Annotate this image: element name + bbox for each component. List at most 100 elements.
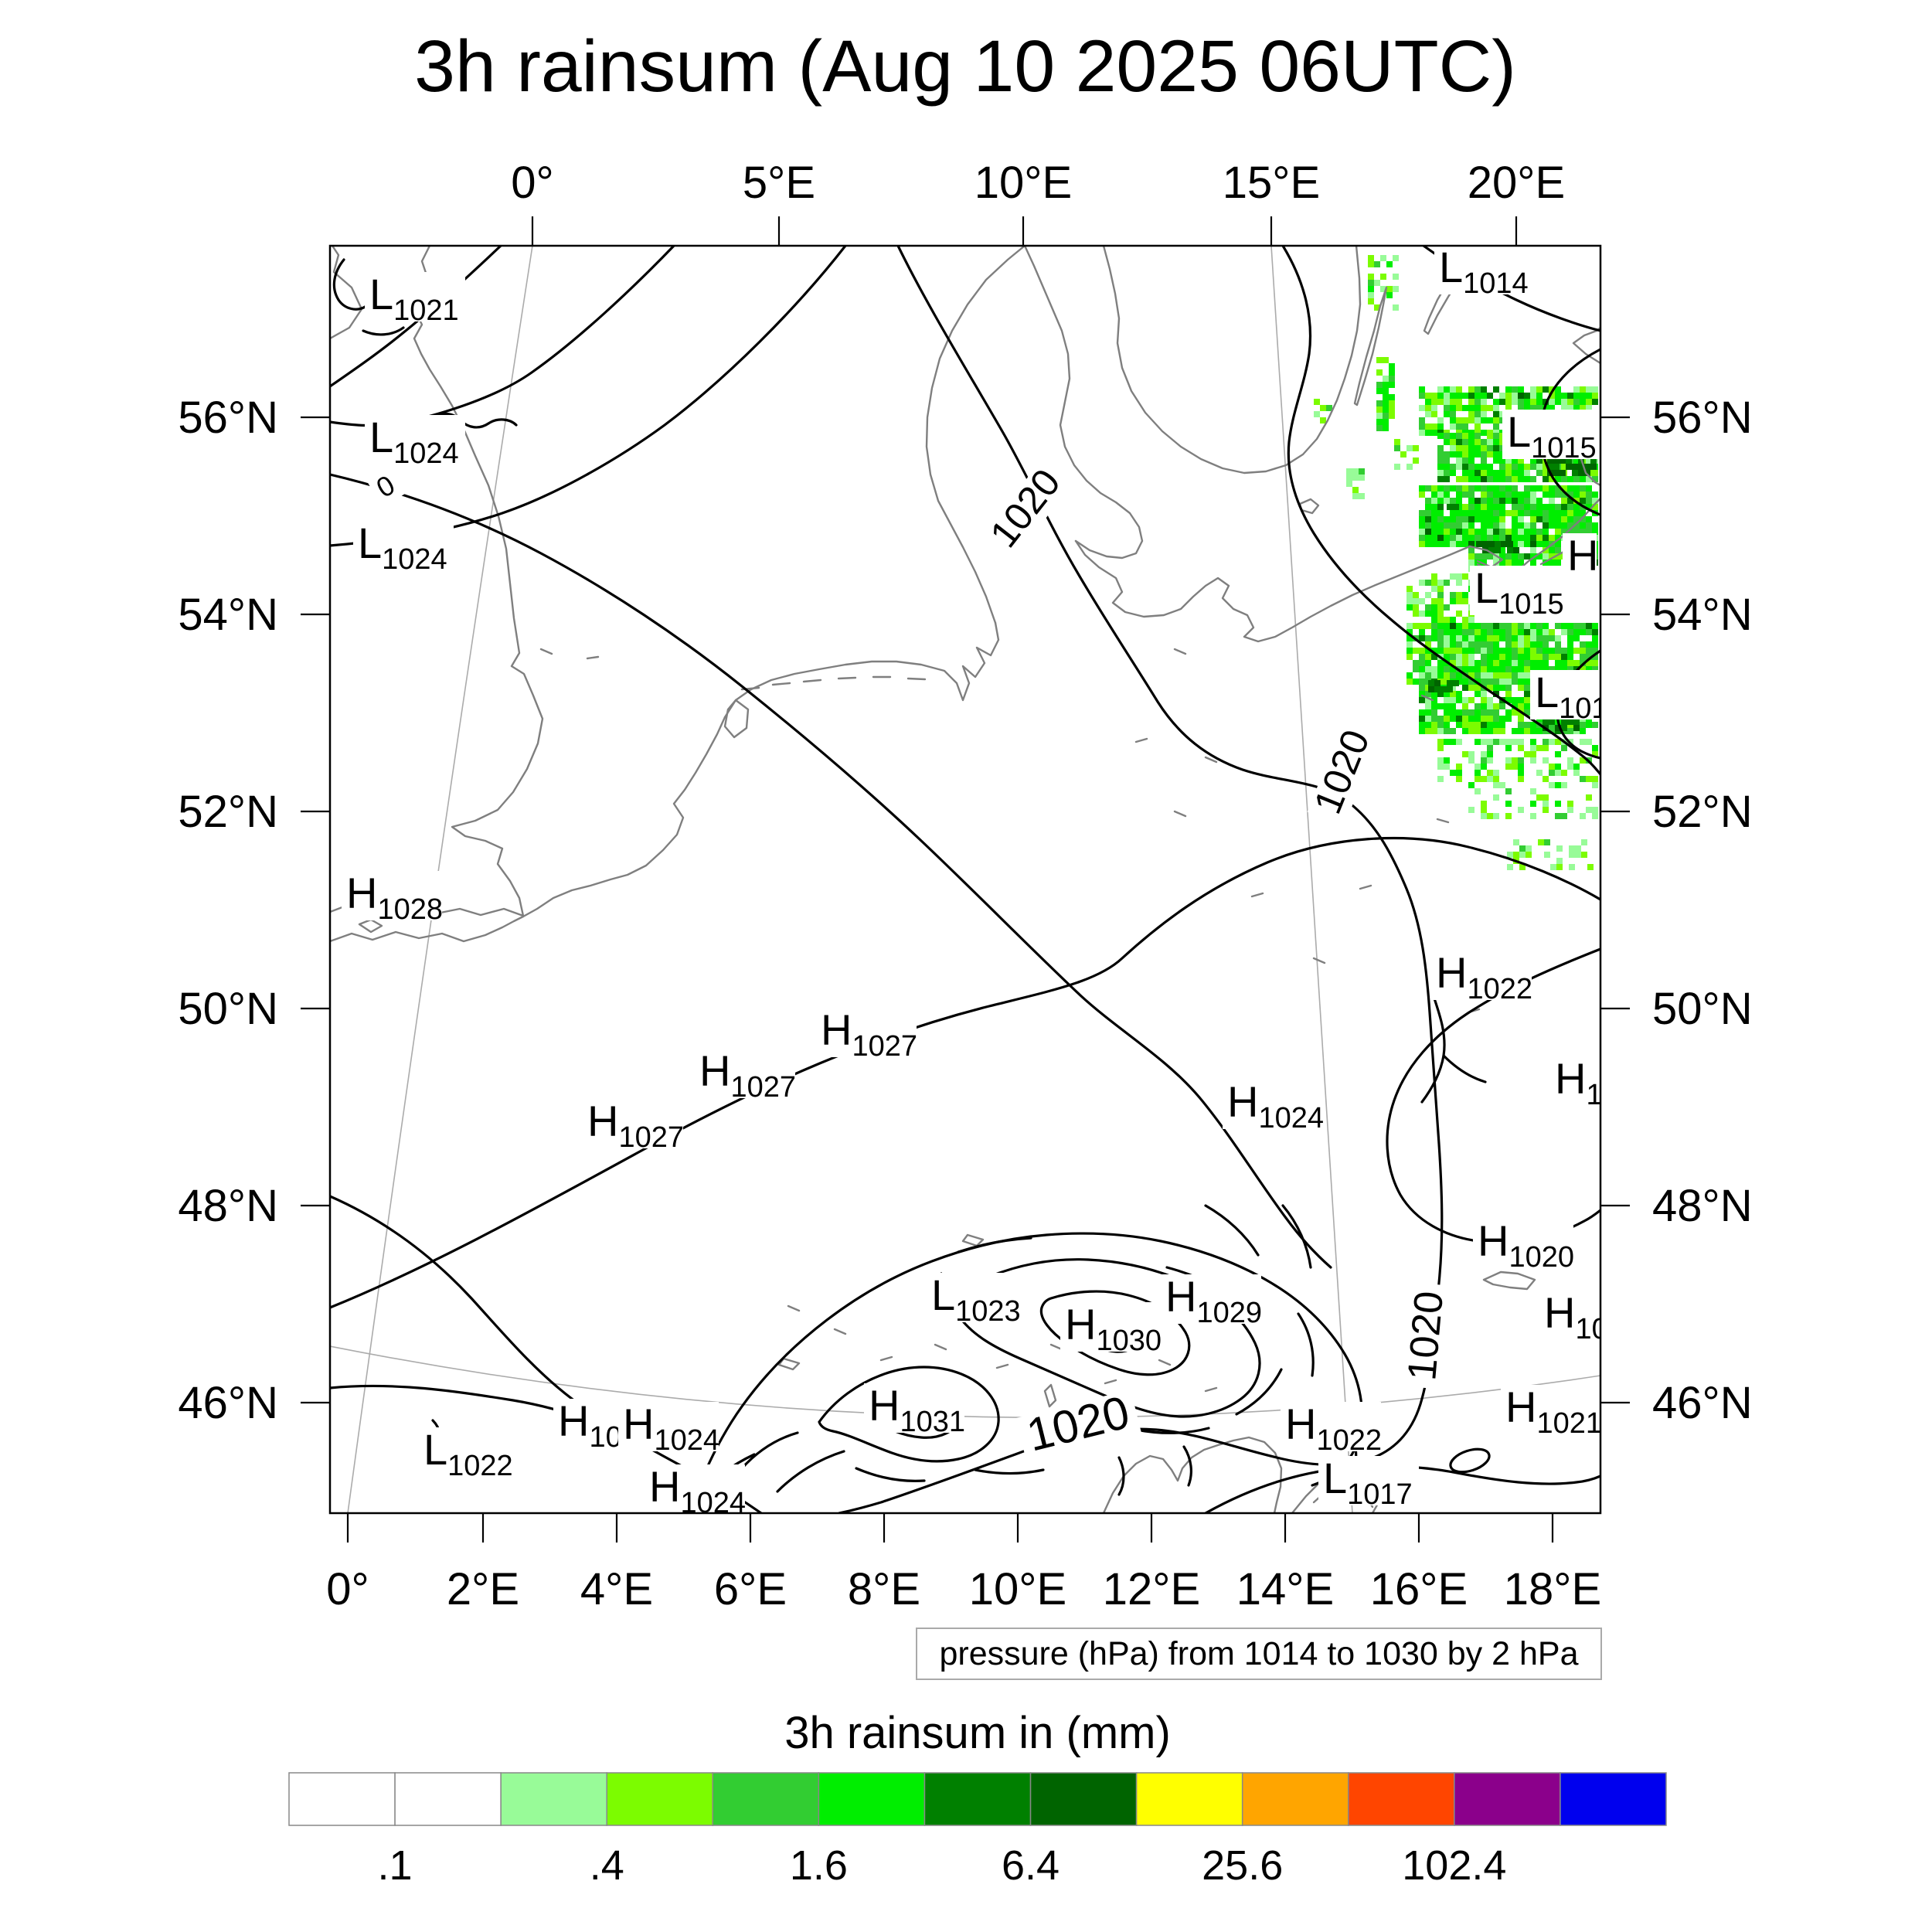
bottom-axis-label: 0° bbox=[326, 1564, 369, 1614]
rain-cell bbox=[1437, 703, 1444, 709]
rain-cell bbox=[1549, 666, 1555, 672]
rain-cell bbox=[1512, 629, 1518, 635]
rain-cell bbox=[1493, 433, 1499, 439]
rain-cell bbox=[1475, 776, 1481, 782]
rain-cell bbox=[1456, 770, 1462, 776]
rain-cell bbox=[1456, 445, 1462, 451]
pressure-label-mask bbox=[864, 1383, 964, 1433]
low-pressure-label: L1014 bbox=[1434, 246, 1535, 300]
rain-cell bbox=[1413, 457, 1419, 464]
page-title: 3h rainsum (Aug 10 2025 06UTC) bbox=[414, 26, 1516, 107]
rain-cell bbox=[1487, 739, 1493, 745]
pressure-label-text: L1024 bbox=[369, 413, 459, 470]
rain-cell bbox=[1573, 522, 1580, 529]
rain-cell bbox=[1543, 492, 1549, 498]
rain-cell bbox=[1524, 510, 1530, 516]
rain-cell bbox=[1450, 716, 1456, 722]
low-pressure-label: L1024 bbox=[353, 519, 454, 576]
rain-cell bbox=[1437, 745, 1444, 751]
rain-cell bbox=[1482, 541, 1488, 547]
rain-cell bbox=[1468, 492, 1475, 498]
rain-cell bbox=[1444, 641, 1450, 648]
isobar-contour bbox=[740, 1431, 799, 1470]
rain-cell bbox=[1536, 399, 1543, 405]
rain-cell bbox=[1530, 788, 1536, 794]
rain-cell bbox=[1524, 654, 1530, 660]
rain-cell bbox=[1505, 757, 1512, 764]
rain-cell bbox=[1580, 510, 1586, 516]
rain-cell bbox=[1456, 510, 1462, 516]
rain-cell bbox=[1518, 722, 1524, 728]
rain-cell bbox=[1468, 451, 1475, 457]
rain-cell bbox=[1434, 680, 1440, 686]
rain-cell bbox=[1555, 739, 1561, 745]
rain-cell bbox=[1584, 470, 1590, 476]
rain-cell bbox=[1493, 516, 1499, 522]
rain-cell bbox=[1419, 635, 1425, 641]
rain-cell bbox=[1406, 592, 1413, 598]
rain-cell bbox=[1368, 280, 1374, 286]
rain-cell bbox=[1487, 504, 1493, 510]
rain-cell bbox=[1567, 529, 1573, 535]
rain-cell bbox=[1444, 492, 1450, 498]
top-axis-label: 5°E bbox=[743, 158, 815, 208]
coastline bbox=[586, 655, 600, 660]
rain-cell bbox=[1352, 487, 1359, 493]
colorbar-cell bbox=[1560, 1772, 1667, 1826]
rain-cell bbox=[1580, 654, 1586, 660]
rain-cell bbox=[1524, 691, 1530, 697]
high-pressure-label: H1022 bbox=[1281, 1400, 1382, 1457]
rain-cell bbox=[1555, 504, 1561, 510]
rain-cell bbox=[1549, 648, 1555, 654]
rain-cell bbox=[1505, 560, 1512, 566]
coastline bbox=[802, 679, 822, 683]
rain-cell bbox=[1592, 666, 1598, 672]
rain-cell bbox=[1567, 648, 1573, 654]
rain-cell bbox=[1580, 641, 1586, 648]
rain-cell bbox=[1518, 399, 1524, 405]
rain-cell bbox=[1487, 813, 1493, 819]
rain-cell bbox=[1481, 535, 1487, 541]
rain-cell bbox=[1447, 680, 1453, 686]
rain-cell bbox=[1512, 553, 1518, 560]
rain-cell bbox=[1320, 405, 1326, 411]
rain-cell bbox=[1425, 623, 1431, 629]
rain-cell bbox=[1586, 492, 1592, 498]
rain-cell bbox=[1499, 623, 1505, 629]
rain-cell bbox=[1487, 464, 1493, 470]
rain-cell bbox=[1444, 470, 1450, 476]
rain-cell bbox=[1493, 709, 1499, 716]
pressure-label-mask bbox=[927, 1273, 1027, 1322]
pressure-label-mask bbox=[342, 871, 442, 920]
rain-cell bbox=[1555, 654, 1561, 660]
rain-cell bbox=[1450, 635, 1456, 641]
high-pressure-label: H1021 bbox=[1501, 1383, 1600, 1440]
rain-cell bbox=[1462, 716, 1468, 722]
rain-cell bbox=[1437, 498, 1444, 504]
rain-cell bbox=[1512, 697, 1518, 703]
rain-cell bbox=[1592, 776, 1598, 782]
rain-cell bbox=[1549, 510, 1555, 516]
rain-cell bbox=[1567, 757, 1573, 764]
rain-cell bbox=[1592, 807, 1598, 813]
rain-cell bbox=[1499, 476, 1505, 482]
rain-cell bbox=[1383, 388, 1389, 394]
rain-cell bbox=[1450, 399, 1456, 405]
rain-cell bbox=[1437, 604, 1444, 611]
rain-cell bbox=[1580, 728, 1586, 734]
rain-cell bbox=[1419, 666, 1425, 672]
rain-cell bbox=[1431, 629, 1437, 635]
rain-cell bbox=[1493, 498, 1499, 504]
rain-cell bbox=[1428, 686, 1434, 692]
rain-cell bbox=[1468, 697, 1475, 703]
rain-cell bbox=[1592, 629, 1598, 635]
rain-cell bbox=[1481, 672, 1487, 679]
rain-cell bbox=[1481, 666, 1487, 672]
rain-cell bbox=[1419, 598, 1425, 604]
rain-cell bbox=[1437, 417, 1444, 423]
rain-cell bbox=[1393, 255, 1399, 261]
low-pressure-label: L1015 bbox=[1470, 563, 1570, 621]
rain-cell bbox=[1462, 728, 1468, 734]
coastline bbox=[1353, 286, 1388, 406]
